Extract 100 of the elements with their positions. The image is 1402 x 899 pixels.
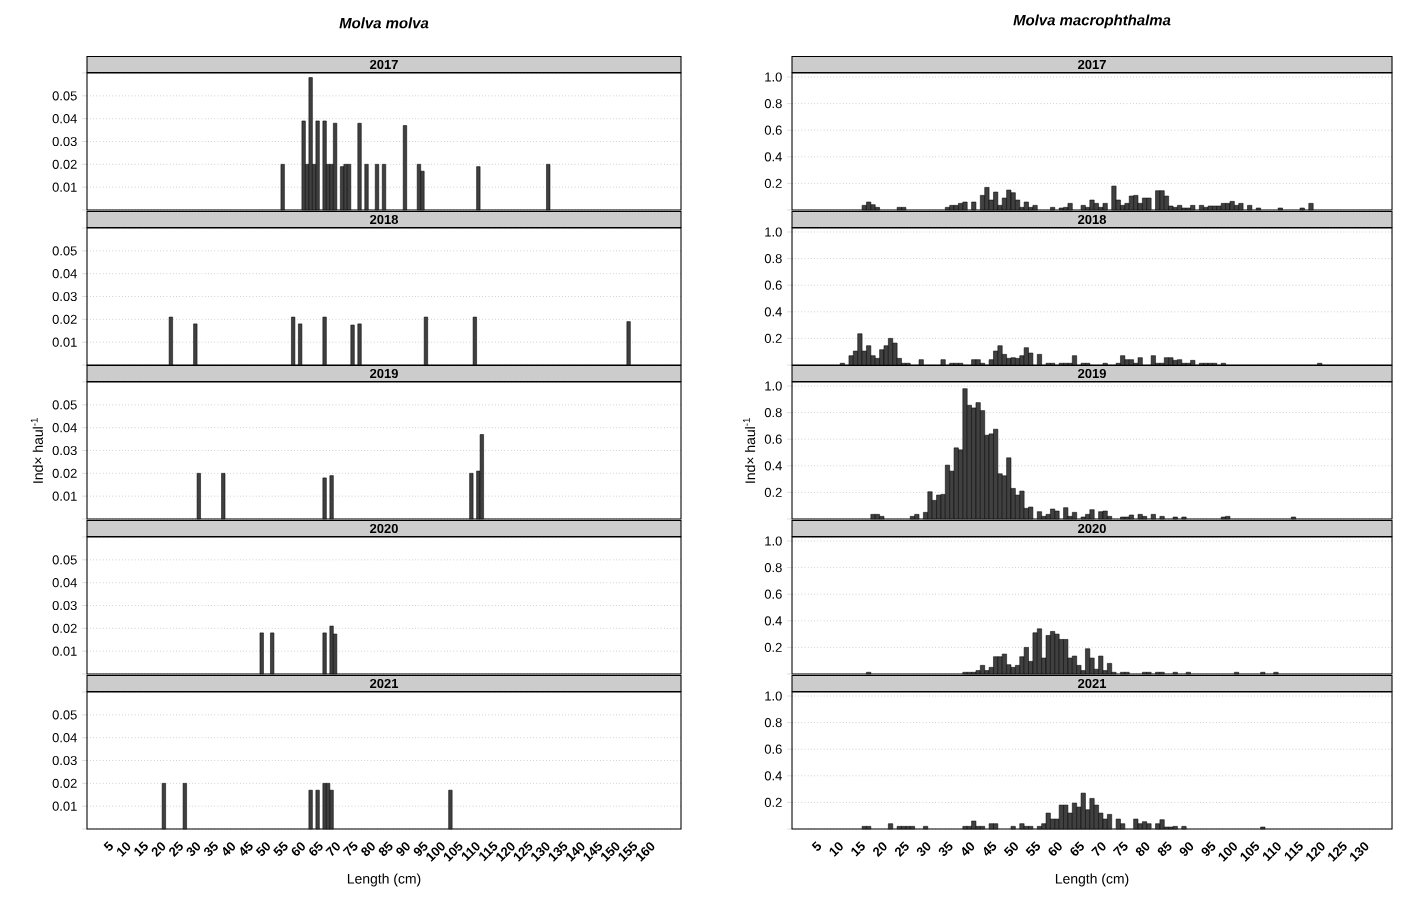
x-axis-title: Length (cm) [1055, 873, 1129, 887]
x-tick-label: 105 [1240, 841, 1260, 862]
x-tick-label: 5 [103, 841, 113, 851]
y-tick-label: 0.05 [52, 555, 77, 565]
chart-subtitle: 2017 [1078, 59, 1106, 70]
x-tick-label: 50 [1003, 842, 1018, 856]
y-tick-label: 0.2 [764, 797, 782, 807]
y-tick-label: 0.03 [52, 291, 77, 302]
y-axis-title: Ind× haul$^{-1}$ [30, 418, 43, 483]
x-tick-label: 55 [273, 841, 288, 856]
y-tick-label: 0.03 [52, 755, 77, 766]
chart-subtitle: 2020 [370, 523, 398, 534]
x-tick-label: 75 [1112, 841, 1128, 856]
x-tick-label: 75 [342, 841, 358, 856]
chart-title: Molva molva [339, 17, 429, 29]
chart-title: Molva macrophthalma [1013, 14, 1171, 29]
bar [905, 826, 911, 830]
bar [1080, 792, 1086, 830]
x-tick-label: 35 [938, 841, 953, 856]
x-tick-label: 80 [361, 842, 375, 856]
y-tick-label: 0.6 [764, 589, 782, 599]
x-tick-label: 125 [513, 841, 533, 862]
y-tick-label: 0.05 [52, 246, 77, 256]
y-tick-label: 0.8 [764, 563, 782, 573]
x-tick-label: 130 [1350, 842, 1369, 862]
x-tick-label: 110 [1262, 842, 1281, 862]
x-tick-label: 70 [325, 842, 340, 856]
bar [1159, 819, 1165, 830]
y-tick-label: 0.05 [52, 91, 77, 101]
x-tick-label: 115 [1284, 841, 1303, 862]
chart-subtitle: 2017 [370, 59, 398, 70]
x-tick-label: 110 [461, 842, 480, 862]
x-tick-label: 35 [204, 841, 218, 856]
chart-subtitle: 2021 [370, 678, 399, 689]
y-tick-label: 1.0 [765, 227, 782, 237]
x-tick-label: 10 [117, 842, 131, 857]
x-tick-label: 85 [1157, 841, 1172, 856]
chart-subtitle: 2018 [370, 214, 399, 225]
y-tick-label: 0.02 [52, 314, 77, 324]
y-tick-label: 1.0 [765, 536, 782, 546]
chart-subtitle: 2019 [1078, 368, 1106, 379]
chart-subtitle: 2019 [370, 368, 398, 379]
y-tick-label: 0.03 [52, 445, 77, 456]
y-tick-label: 0.05 [52, 710, 77, 720]
x-tick-label: 25 [894, 841, 909, 857]
y-tick-label: 0.04 [52, 578, 77, 588]
x-tick-label: 155 [618, 841, 638, 862]
x-tick-label: 40 [962, 842, 975, 856]
x-tick-label: 100 [1218, 842, 1237, 862]
y-tick-label: 0.8 [764, 254, 782, 264]
x-tick-label: 45 [240, 841, 253, 856]
x-tick-label: 15 [851, 841, 865, 857]
y-tick-label: 0.8 [764, 99, 782, 109]
y-tick-label: 0.02 [52, 778, 77, 788]
x-tick-label: 30 [916, 842, 931, 856]
x-tick-label: 45 [983, 841, 997, 856]
x-tick-label: 40 [222, 842, 236, 856]
y-tick-label: 0.02 [52, 623, 77, 633]
x-tick-label: 55 [1025, 841, 1041, 856]
y-tick-label: 0.4 [764, 461, 782, 471]
y-tick-label: 0.6 [764, 744, 782, 754]
x-tick-label: 160 [636, 842, 655, 862]
x-tick-label: 15 [134, 841, 148, 857]
x-tick-label: 60 [1048, 842, 1062, 856]
y-tick-label: 0.04 [52, 733, 77, 743]
x-tick-label: 90 [1179, 842, 1194, 856]
y-tick-label: 0.4 [764, 616, 782, 626]
y-tick-label: 0.05 [52, 400, 77, 410]
y-tick-label: 0.2 [764, 642, 782, 652]
y-tick-label: 0.01 [52, 491, 77, 501]
y-tick-label: 0.02 [52, 468, 77, 478]
chart-subtitle: 2018 [1078, 214, 1107, 225]
x-tick-label: 80 [1135, 842, 1150, 856]
x-tick-label: 95 [413, 841, 428, 856]
y-tick-label: 0.01 [52, 646, 77, 656]
bar [971, 820, 977, 830]
x-tick-label: 70 [1091, 842, 1106, 856]
chart-subtitle: 2021 [1078, 678, 1107, 689]
y-tick-label: 0.04 [52, 269, 77, 279]
y-tick-label: 1.0 [765, 381, 782, 391]
x-tick-label: 20 [151, 842, 166, 857]
x-tick-label: 95 [1201, 841, 1216, 856]
y-tick-label: 0.2 [764, 178, 782, 188]
y-tick-label: 0.4 [764, 307, 782, 317]
y-tick-label: 0.02 [52, 159, 77, 169]
y-tick-label: 0.8 [764, 718, 782, 728]
x-tick-label: 65 [309, 841, 323, 856]
y-tick-label: 0.01 [52, 182, 77, 192]
x-tick-label: 5 [811, 841, 822, 851]
bar [1045, 812, 1051, 830]
y-axis-title: Ind× haul$^{-1}$ [743, 418, 756, 483]
y-tick-label: 0.6 [764, 125, 782, 135]
y-tick-label: 0.4 [764, 771, 782, 781]
y-tick-label: 0.4 [764, 152, 782, 162]
y-tick-label: 0.6 [764, 280, 782, 290]
x-axis-title: Length (cm) [347, 873, 421, 887]
x-tick-label: 20 [873, 842, 887, 857]
x-tick-label: 140 [566, 842, 585, 862]
x-tick-label: 25 [169, 841, 183, 857]
x-tick-label: 125 [1328, 841, 1347, 862]
